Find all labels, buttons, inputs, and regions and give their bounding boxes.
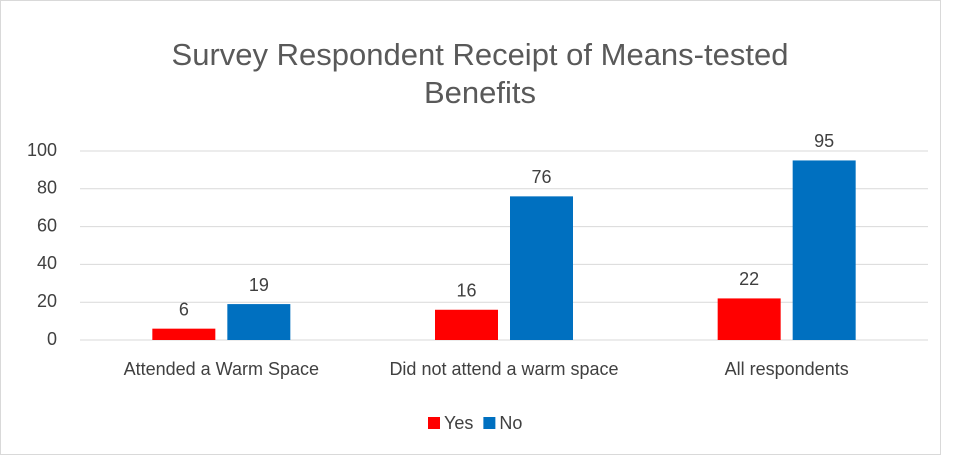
bar: [227, 304, 291, 340]
bar: [717, 298, 781, 340]
y-tick-label: 80: [37, 178, 57, 198]
y-tick-label: 40: [37, 253, 57, 273]
data-label: 76: [531, 167, 551, 187]
legend-swatch: [428, 417, 440, 429]
y-tick-label: 100: [27, 140, 57, 160]
y-tick-label: 0: [47, 329, 57, 349]
data-label: 16: [456, 281, 476, 301]
x-tick-label: Did not attend a warm space: [389, 359, 618, 379]
chart-title: Survey Respondent Receipt of Means-teste…: [172, 37, 789, 110]
y-tick-label: 60: [37, 215, 57, 235]
bar: [792, 160, 856, 340]
chart-border: [0, 0, 941, 455]
legend-label: Yes: [444, 413, 473, 433]
bar: [510, 196, 573, 340]
legend-label: No: [499, 413, 522, 433]
x-tick-label: All respondents: [725, 359, 849, 379]
legend-swatch: [483, 417, 496, 429]
y-tick-label: 20: [37, 291, 57, 311]
x-tick-label: Attended a Warm Space: [124, 359, 319, 379]
data-label: 19: [249, 275, 269, 295]
data-label: 22: [739, 269, 759, 289]
bar: [435, 309, 498, 340]
data-label: 95: [814, 131, 834, 151]
bar: [152, 328, 216, 340]
data-label: 6: [179, 299, 189, 319]
